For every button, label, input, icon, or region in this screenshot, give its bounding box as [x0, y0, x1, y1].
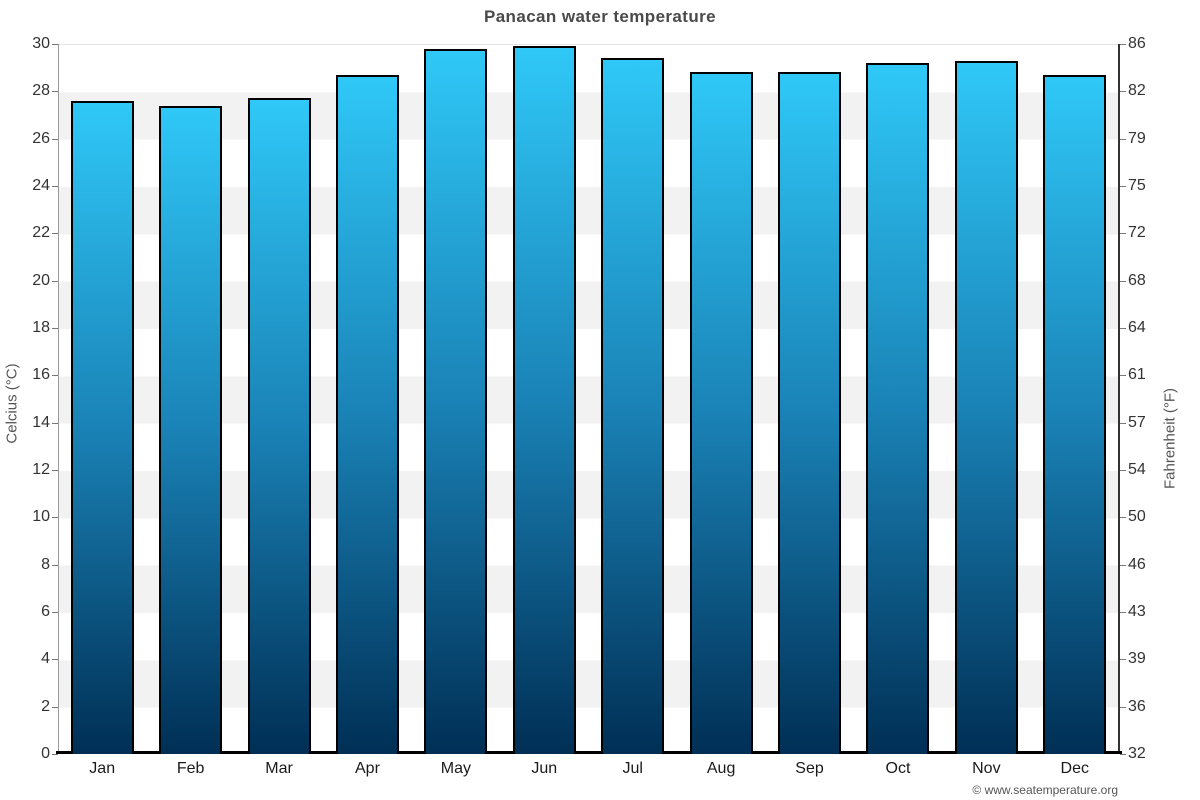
plot-area: [58, 44, 1119, 754]
bar-dec[interactable]: [1043, 74, 1107, 754]
fahrenheit-tick-label-57: 57: [1128, 413, 1146, 431]
fahrenheit-tick-label-86: 86: [1128, 35, 1146, 52]
fahrenheit-tick-label-50: 50: [1128, 508, 1146, 526]
celsius-tick-label-4: 4: [41, 650, 50, 668]
celsius-tick-label-18: 18: [32, 319, 50, 336]
x-axis-label-feb: Feb: [176, 760, 205, 777]
fahrenheit-tick-label-68: 68: [1128, 271, 1146, 289]
x-axis-label-dec: Dec: [1060, 760, 1089, 777]
celsius-tick-mark-0: [52, 754, 58, 755]
bar-jul[interactable]: [601, 58, 665, 754]
fahrenheit-tick-mark-39: [1120, 659, 1126, 661]
fahrenheit-tick-mark-36: [1120, 706, 1126, 708]
fahrenheit-tick-label-72: 72: [1128, 224, 1146, 242]
bar-jan[interactable]: [70, 100, 134, 754]
x-axis-label-mar: Mar: [265, 760, 293, 777]
fahrenheit-tick-label-39: 39: [1128, 650, 1146, 668]
x-axis-label-apr: Apr: [355, 760, 380, 777]
celsius-tick-mark-4: [52, 659, 58, 661]
bar-apr[interactable]: [335, 74, 399, 754]
fahrenheit-tick-label-82: 82: [1128, 82, 1146, 100]
fahrenheit-tick-mark-79: [1120, 138, 1126, 140]
fahrenheit-tick-label-64: 64: [1128, 319, 1146, 336]
celsius-tick-mark-10: [52, 517, 58, 519]
x-axis-label-jan: Jan: [89, 760, 116, 777]
fahrenheit-tick-mark-46: [1120, 564, 1126, 566]
fahrenheit-tick-mark-75: [1120, 186, 1126, 187]
x-axis-label-aug: Aug: [706, 760, 736, 777]
celsius-tick-label-22: 22: [32, 224, 50, 242]
fahrenheit-tick-mark-68: [1120, 280, 1126, 282]
bar-oct[interactable]: [866, 62, 930, 754]
celsius-tick-mark-6: [52, 612, 58, 613]
celsius-tick-mark-18: [52, 328, 58, 329]
fahrenheit-tick-label-75: 75: [1128, 177, 1146, 194]
celsius-tick-label-12: 12: [32, 461, 50, 478]
x-axis-label-sep: Sep: [795, 760, 824, 777]
fahrenheit-tick-mark-72: [1120, 233, 1126, 235]
bar-feb[interactable]: [159, 105, 223, 754]
fahrenheit-tick-mark-61: [1120, 375, 1126, 377]
fahrenheit-tick-mark-54: [1120, 470, 1126, 471]
bar-may[interactable]: [424, 48, 488, 754]
fahrenheit-tick-label-32: 32: [1128, 745, 1146, 762]
fahrenheit-tick-label-36: 36: [1128, 697, 1146, 715]
x-axis-baseline: [56, 751, 1122, 754]
x-axis-label-may: May: [440, 760, 471, 777]
celsius-tick-mark-24: [52, 186, 58, 187]
fahrenheit-tick-mark-43: [1120, 612, 1126, 613]
celsius-tick-mark-28: [52, 91, 58, 93]
celsius-tick-label-14: 14: [32, 413, 50, 431]
fahrenheit-tick-label-43: 43: [1128, 603, 1146, 620]
celsius-tick-label-16: 16: [32, 366, 50, 384]
bar-aug[interactable]: [689, 72, 753, 754]
celsius-tick-label-10: 10: [32, 508, 50, 526]
fahrenheit-tick-label-79: 79: [1128, 129, 1146, 147]
celsius-tick-mark-12: [52, 470, 58, 471]
bar-jun[interactable]: [512, 46, 576, 754]
fahrenheit-tick-mark-57: [1120, 422, 1126, 424]
celsius-tick-mark-26: [52, 138, 58, 140]
x-axis-label-nov: Nov: [972, 760, 1001, 777]
left-y-axis-line: [58, 44, 59, 754]
celsius-tick-mark-22: [52, 233, 58, 235]
bar-nov[interactable]: [954, 60, 1018, 754]
fahrenheit-tick-mark-32: [1120, 754, 1126, 755]
bar-mar[interactable]: [247, 98, 311, 754]
celsius-tick-mark-20: [52, 280, 58, 282]
fahrenheit-tick-mark-50: [1120, 517, 1126, 519]
fahrenheit-tick-label-46: 46: [1128, 555, 1146, 573]
celsius-tick-label-0: 0: [41, 745, 50, 762]
bar-sep[interactable]: [778, 72, 842, 754]
celsius-tick-label-26: 26: [32, 129, 50, 147]
fahrenheit-tick-mark-64: [1120, 328, 1126, 329]
x-axis-label-oct: Oct: [885, 760, 911, 777]
celsius-tick-mark-16: [52, 375, 58, 377]
copyright-credit: © www.seatemperature.org: [972, 783, 1118, 797]
right-y-axis-title: Fahrenheit (°F): [1161, 387, 1179, 490]
celsius-tick-mark-2: [52, 706, 58, 708]
celsius-tick-mark-14: [52, 422, 58, 424]
celsius-tick-label-30: 30: [32, 35, 50, 52]
fahrenheit-tick-label-61: 61: [1128, 366, 1146, 384]
celsius-tick-label-6: 6: [41, 603, 50, 620]
celsius-tick-mark-30: [52, 44, 58, 45]
celsius-tick-label-28: 28: [32, 82, 50, 100]
celsius-tick-label-8: 8: [41, 555, 50, 573]
x-axis-label-jun: Jun: [531, 760, 558, 777]
celsius-tick-mark-8: [52, 564, 58, 566]
celsius-tick-label-24: 24: [32, 177, 50, 194]
fahrenheit-tick-label-54: 54: [1128, 461, 1146, 478]
chart-title: Panacan water temperature: [483, 7, 717, 26]
fahrenheit-tick-mark-86: [1120, 44, 1126, 45]
x-axis-label-jul: Jul: [622, 760, 643, 777]
left-y-axis-title: Celcius (°C): [3, 363, 21, 444]
right-y-axis-line: [1118, 44, 1120, 754]
fahrenheit-tick-mark-82: [1120, 91, 1126, 93]
celsius-tick-label-20: 20: [32, 271, 50, 289]
celsius-tick-label-2: 2: [41, 697, 50, 715]
